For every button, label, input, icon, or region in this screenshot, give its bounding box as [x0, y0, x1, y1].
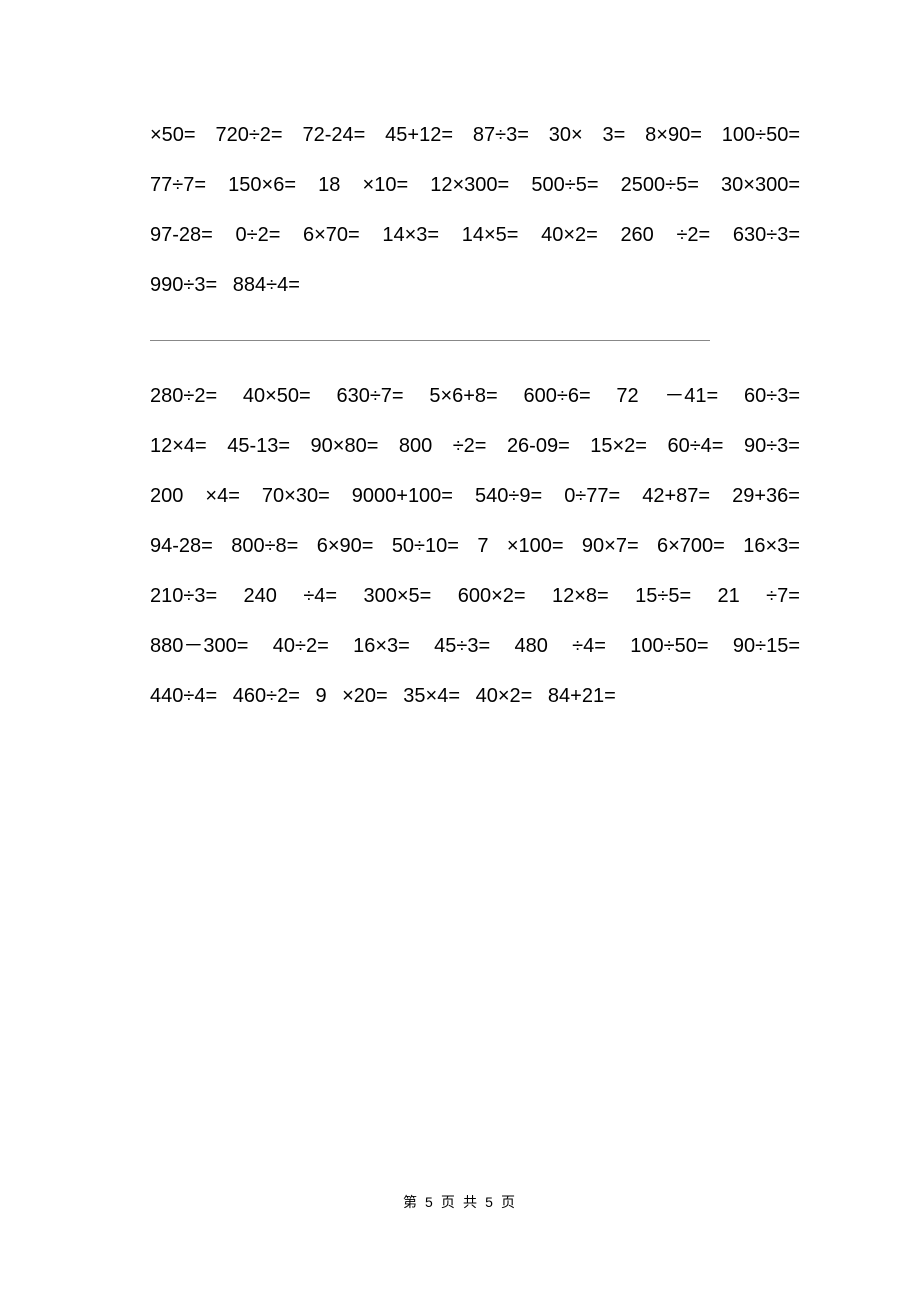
math-expression: 5×6+8= — [429, 385, 497, 407]
math-expression: 600×2= — [458, 585, 526, 607]
math-expression: 90÷15= — [733, 635, 800, 657]
math-expression: ÷7= — [766, 585, 800, 607]
math-expression: 240 — [244, 585, 277, 607]
math-expression: 26-09= — [507, 435, 570, 457]
math-expression: ×10= — [363, 174, 409, 196]
math-expression: 8×90= — [645, 124, 702, 146]
math-expression: 540÷9= — [475, 485, 542, 507]
math-expression: 30×300= — [721, 174, 800, 196]
math-expression: 100÷50= — [722, 124, 800, 146]
math-expression: 800 — [399, 435, 432, 457]
math-expression: 40×50= — [243, 385, 311, 407]
math-expression: 21 — [718, 585, 740, 607]
math-expression: －41= — [664, 385, 718, 407]
math-expression: 630÷3= — [733, 224, 800, 246]
math-expression: 15÷5= — [635, 585, 691, 607]
math-expression: 72 — [616, 385, 638, 407]
math-expression: 87÷3= — [473, 124, 529, 146]
math-expression: 70×30= — [262, 485, 330, 507]
math-expression: 94-28= — [150, 535, 213, 557]
math-expression: 40×2= — [541, 224, 598, 246]
math-expression: 35×4= — [403, 685, 460, 707]
math-expression: 6×90= — [317, 535, 374, 557]
math-expression: 45+12= — [385, 124, 453, 146]
math-expression: 800÷8= — [231, 535, 298, 557]
math-expression: ×4= — [205, 485, 239, 507]
math-expression: 90×80= — [311, 435, 379, 457]
math-expression: 40÷2= — [273, 635, 329, 657]
math-expression: 460÷2= — [233, 685, 300, 707]
math-expression: 100÷50= — [630, 635, 708, 657]
math-expression: 30× — [549, 124, 583, 146]
math-expression: 14×3= — [382, 224, 439, 246]
math-expression: 90×7= — [582, 535, 639, 557]
math-section-2: 280÷2= 40×50= 630÷7= 5×6+8= 600÷6= 72 －4… — [150, 371, 800, 721]
math-expression: 500÷5= — [531, 174, 598, 196]
math-expression: ÷2= — [453, 435, 487, 457]
math-expression: 18 — [318, 174, 340, 196]
section-divider — [150, 340, 710, 341]
math-expression: 990÷3= — [150, 274, 217, 296]
math-expression: 280÷2= — [150, 385, 217, 407]
math-expression: 50÷10= — [392, 535, 459, 557]
math-expression: 480 — [514, 635, 547, 657]
math-expression: 0÷77= — [564, 485, 620, 507]
math-expression: 260 — [620, 224, 653, 246]
math-expression: 45-13= — [227, 435, 290, 457]
math-expression: 6×70= — [303, 224, 360, 246]
math-expression: 15×2= — [590, 435, 647, 457]
math-expression: 7 — [477, 535, 488, 557]
math-expression: 600÷6= — [523, 385, 590, 407]
math-expression: 12×8= — [552, 585, 609, 607]
math-expression: 884÷4= — [233, 274, 300, 296]
math-expression: 16×3= — [353, 635, 410, 657]
math-expression: 45÷3= — [434, 635, 490, 657]
page-footer: 第 5 页 共 5 页 — [0, 1192, 920, 1212]
math-expression: 2500÷5= — [621, 174, 699, 196]
math-expression: 16×3= — [743, 535, 800, 557]
math-expression: ×50= — [150, 124, 196, 146]
math-expression: 12×4= — [150, 435, 207, 457]
math-expression: 880－300= — [150, 635, 248, 657]
math-section-1: ×50= 720÷2= 72-24= 45+12= 87÷3= 30× 3= 8… — [150, 110, 800, 310]
math-expression: 42+87= — [642, 485, 710, 507]
math-expression: 150×6= — [228, 174, 296, 196]
math-expression: 9000+100= — [352, 485, 453, 507]
math-expression: ÷2= — [676, 224, 710, 246]
math-expression: ÷4= — [572, 635, 606, 657]
math-expression: 60÷3= — [744, 385, 800, 407]
math-expression: 90÷3= — [744, 435, 800, 457]
math-expression: 60÷4= — [667, 435, 723, 457]
math-expression: 40×2= — [476, 685, 533, 707]
math-expression: ×100= — [507, 535, 564, 557]
math-expression: 440÷4= — [150, 685, 217, 707]
math-expression: 300×5= — [363, 585, 431, 607]
math-expression: 210÷3= — [150, 585, 217, 607]
math-expression: 9 — [315, 685, 326, 707]
math-expression: 97-28= — [150, 224, 213, 246]
math-expression: 29+36= — [732, 485, 800, 507]
math-expression: 0÷2= — [235, 224, 280, 246]
math-expression: 77÷7= — [150, 174, 206, 196]
math-expression: 12×300= — [430, 174, 509, 196]
math-expression: 84+21= — [548, 685, 616, 707]
math-expression: 720÷2= — [215, 124, 282, 146]
math-expression: ×20= — [342, 685, 388, 707]
math-expression: 14×5= — [462, 224, 519, 246]
math-expression: 6×700= — [657, 535, 725, 557]
math-expression: 72-24= — [302, 124, 365, 146]
math-expression: 200 — [150, 485, 183, 507]
math-expression: ÷4= — [303, 585, 337, 607]
math-expression: 630÷7= — [336, 385, 403, 407]
math-expression: 3= — [603, 124, 626, 146]
